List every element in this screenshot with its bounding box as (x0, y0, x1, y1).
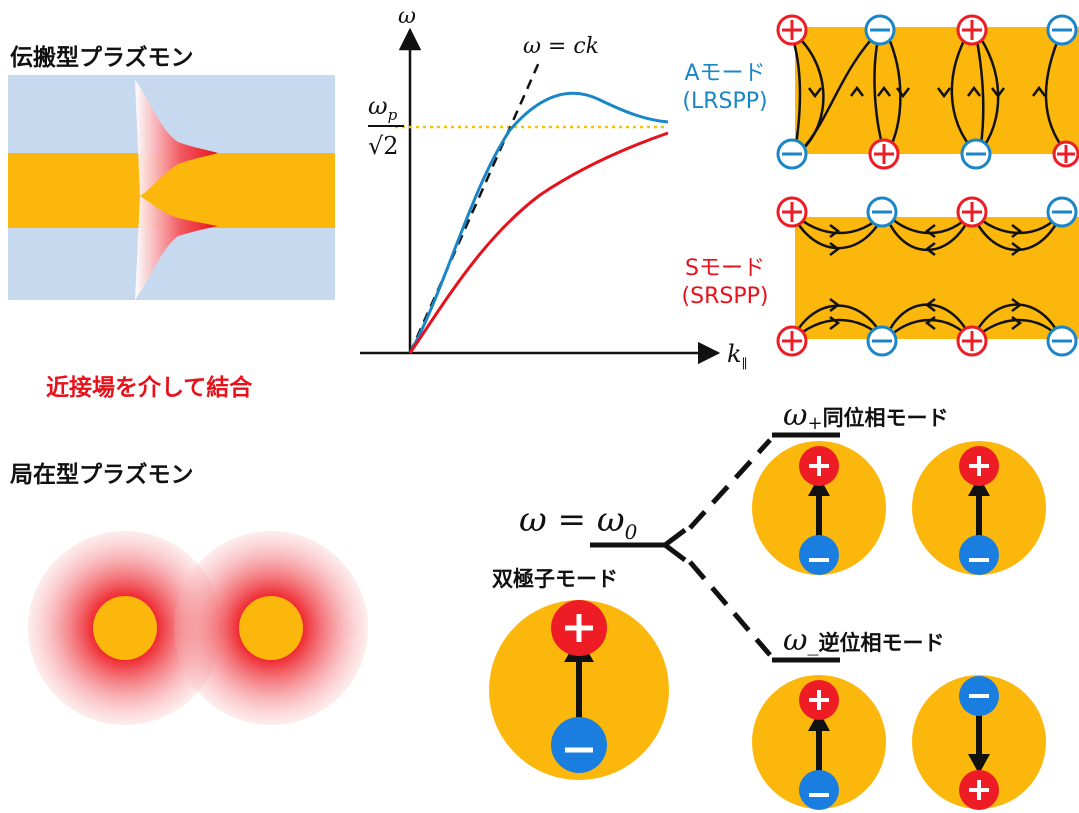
base-frequency: ω = ω0 (519, 500, 638, 544)
s-mode-name: Sモード (685, 256, 765, 281)
propagating-slab (8, 75, 335, 300)
plus-charge (956, 196, 988, 228)
plus-charge (1052, 140, 1079, 168)
field-profile-lower (135, 196, 218, 300)
light-line-label: ω = ck (523, 34, 600, 59)
propagating-plasmon-heading: 伝搬型プラズモン (10, 45, 194, 71)
slab-charges (776, 14, 1079, 357)
omega-plus-symbol: ω (783, 398, 808, 433)
a-mode-curve (408, 91, 669, 354)
minus-charge (1046, 14, 1078, 46)
split-fork (663, 528, 687, 562)
omega-minus-sub: _ (807, 631, 819, 656)
coupling-caption: 近接場を介して結合 (46, 375, 253, 401)
plus-charge (868, 138, 900, 170)
minus-charge (864, 14, 896, 46)
dispersion-graph (360, 27, 721, 365)
minus-charge (1046, 325, 1078, 357)
plus-charge (956, 325, 988, 357)
minus-charge (776, 138, 808, 170)
nanoparticle-right (239, 596, 303, 660)
s-mode-arrows (829, 224, 1023, 330)
in-phase-text: 同位相モード (822, 406, 949, 430)
plus-charge (956, 14, 988, 46)
minus-charge (551, 717, 607, 773)
minus-charge (866, 196, 898, 228)
a-mode-sub: (LRSPP) (682, 89, 768, 114)
dipole-mode-label: 双極子モード (492, 567, 618, 591)
minus-charge (799, 535, 839, 575)
nanoparticle-left (93, 596, 157, 660)
a-mode-slab (788, 27, 1079, 154)
split-line-upper (688, 438, 772, 530)
s-mode-sub: (SRSPP) (681, 284, 769, 309)
split-line-lower (688, 560, 772, 657)
minus-charge (959, 535, 999, 575)
anti-phase-mode-label: ω_逆位相モード (783, 623, 944, 658)
a-mode-arrows (808, 85, 1046, 99)
localized-plasmon-heading: 局在型プラズモン (10, 462, 194, 488)
field-profile-upper (135, 80, 218, 196)
y-axis-label: ω (398, 4, 416, 29)
localized-particles (28, 531, 368, 725)
minus-charge (866, 325, 898, 357)
s-mode-curve (408, 131, 669, 354)
omega-minus-symbol: ω (783, 623, 808, 658)
energy-diagram (590, 432, 840, 663)
s-mode-metal (795, 217, 1079, 339)
plasma-frequency-denominator: √2 (368, 132, 399, 160)
plus-charge (776, 14, 808, 46)
s-mode-label: Sモード (SRSPP) (665, 255, 785, 311)
minus-charge (799, 770, 839, 810)
s-mode-slab (790, 211, 1079, 342)
dipole-particles (489, 441, 1046, 810)
a-mode-label: Aモード (LRSPP) (665, 60, 785, 116)
x-axis-label: k∥ (727, 340, 748, 372)
omega-plus-sub: + (807, 413, 823, 435)
plasma-frequency-numerator: ωp (368, 92, 398, 124)
in-phase-mode-label: ω+同位相モード (783, 398, 949, 434)
minus-charge (1046, 196, 1078, 228)
a-mode-name: Aモード (684, 61, 766, 86)
plus-charge (776, 325, 808, 357)
minus-charge (960, 138, 992, 170)
plus-charge (776, 196, 808, 228)
a-mode-metal (795, 27, 1079, 154)
anti-phase-text: 逆位相モード (818, 631, 945, 655)
